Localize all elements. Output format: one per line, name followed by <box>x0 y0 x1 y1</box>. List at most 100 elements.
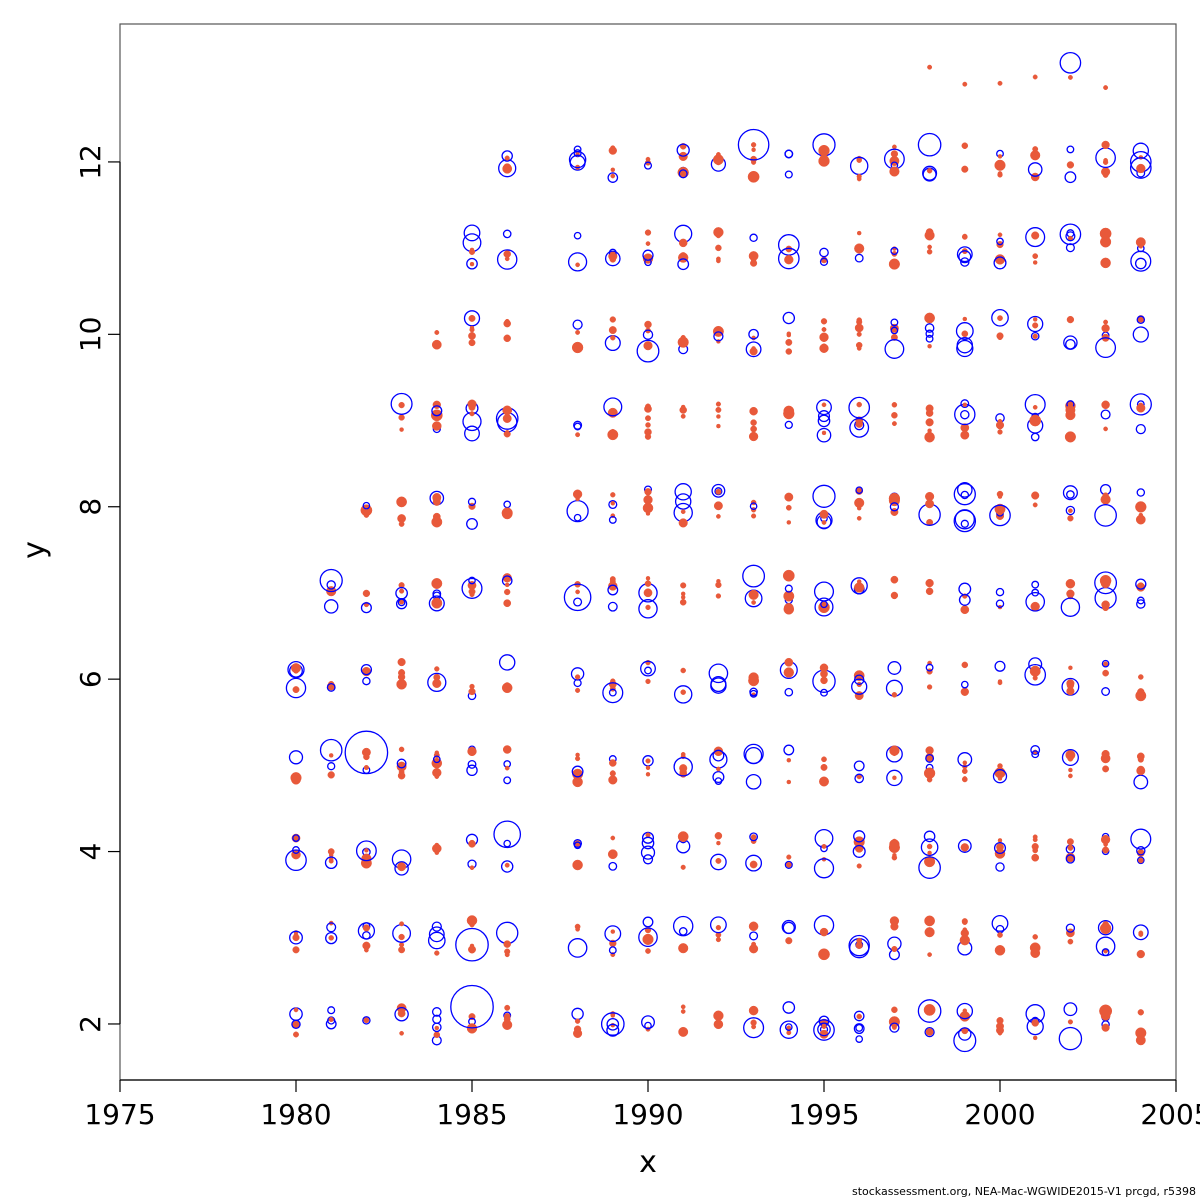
bubble-positive <box>995 862 1005 872</box>
bubble-negative <box>504 1013 510 1019</box>
bubble-negative <box>994 254 1006 265</box>
bubble-positive <box>502 229 512 239</box>
bubble-negative <box>748 675 760 687</box>
bubble-positive <box>1030 745 1041 755</box>
bubble-positive <box>853 674 865 685</box>
bubble-positive <box>855 486 864 495</box>
bubble-positive <box>1130 828 1152 850</box>
bubble-negative <box>680 689 686 695</box>
bubble-negative <box>1030 948 1041 958</box>
bubble-positive <box>641 831 655 844</box>
bubble-positive <box>852 844 866 858</box>
bubble-negative <box>1065 750 1076 760</box>
bubble-negative <box>961 165 969 173</box>
bubble-negative <box>821 520 827 525</box>
bubble-positive <box>360 663 373 676</box>
bubble-positive <box>644 1021 652 1030</box>
bubble-negative <box>923 767 936 779</box>
bubble-negative <box>291 663 301 674</box>
bubble-negative <box>468 945 476 954</box>
bubble-negative <box>749 406 758 416</box>
bubble-negative <box>645 576 651 581</box>
bubble-negative <box>819 509 829 519</box>
bubble-negative <box>784 667 793 676</box>
bubble-positive <box>1061 748 1079 767</box>
y-axis: 2 4 6 8 10 12 <box>74 144 121 1033</box>
bubble-negative <box>782 569 795 582</box>
bubble-negative <box>680 1009 686 1014</box>
bubble-negative <box>1103 85 1109 91</box>
bubble-negative <box>398 946 406 954</box>
bubble-negative <box>1101 1023 1110 1032</box>
bubble-positive <box>777 247 800 270</box>
bubble-negative <box>891 496 898 503</box>
bubble-positive <box>960 257 970 267</box>
bubble-negative <box>396 679 407 690</box>
bubble-negative <box>783 590 795 602</box>
bubble-positive <box>1095 936 1116 957</box>
bubble-negative <box>608 146 617 155</box>
bubble-negative <box>997 838 1003 843</box>
bubble-positive <box>1027 315 1044 333</box>
bubble-positive <box>606 1017 620 1031</box>
bubble-negative <box>327 771 335 779</box>
bubble-negative <box>713 1019 724 1030</box>
bubble-positive <box>500 860 514 873</box>
bubble-positive <box>466 517 478 530</box>
bubble-negative <box>854 582 865 593</box>
bubble-negative <box>1103 661 1109 667</box>
bubble-negative <box>677 336 689 348</box>
bubble-positive <box>1060 597 1081 617</box>
bubble-negative <box>610 167 616 173</box>
bubble-negative <box>1137 1009 1144 1016</box>
bubble-negative <box>432 493 442 502</box>
bubble-negative <box>680 413 686 419</box>
bubble-negative <box>750 419 757 426</box>
bubble-positive <box>784 1023 793 1031</box>
bubble-negative <box>645 156 651 162</box>
bubble-negative <box>434 1025 440 1031</box>
bubble-positive <box>1063 335 1078 350</box>
bubble-negative <box>1100 236 1112 248</box>
bubble-negative <box>1103 835 1108 840</box>
bubble-negative <box>1032 260 1038 265</box>
bubble-negative <box>1032 1035 1038 1041</box>
bubble-negative <box>785 861 792 868</box>
bubble-negative <box>889 916 900 926</box>
bubble-negative <box>854 497 865 508</box>
bubble-positive <box>853 1023 865 1035</box>
bubble-negative <box>1031 853 1040 862</box>
bubble-positive <box>956 1002 974 1020</box>
bubble-positive <box>848 396 871 419</box>
bubble-negative <box>644 320 652 329</box>
bubble-positive <box>1024 393 1046 416</box>
bubble-positive <box>918 856 941 879</box>
bubble-negative <box>892 838 897 844</box>
bubble-negative <box>1065 405 1076 416</box>
bubble-negative <box>1068 665 1073 671</box>
bubble-positive <box>503 839 512 848</box>
bubble-positive <box>567 252 588 272</box>
bubble-negative <box>818 155 830 167</box>
bubble-negative <box>961 776 968 783</box>
bubble-negative <box>609 326 617 334</box>
bubble-negative <box>678 943 689 954</box>
bubble-negative <box>751 513 757 519</box>
bubble-negative <box>892 144 897 150</box>
bubble-positive <box>1065 505 1076 516</box>
bubble-positive <box>362 676 371 686</box>
bubble-positive <box>816 399 832 416</box>
bubble-negative <box>750 425 757 433</box>
bubble-positive <box>1097 919 1114 936</box>
bubble-positive <box>1066 145 1075 154</box>
bubble-positive <box>573 149 582 158</box>
bubble-negative <box>645 948 651 954</box>
x-tick-label: 1995 <box>788 1098 859 1131</box>
bubble-positive <box>1136 599 1146 609</box>
bubble-negative <box>716 256 721 262</box>
bubble-negative <box>328 935 334 941</box>
bubble-negative <box>962 927 968 933</box>
bubble-negative <box>680 582 687 589</box>
bubble-positive <box>608 946 617 955</box>
bubble-positive <box>323 599 339 614</box>
